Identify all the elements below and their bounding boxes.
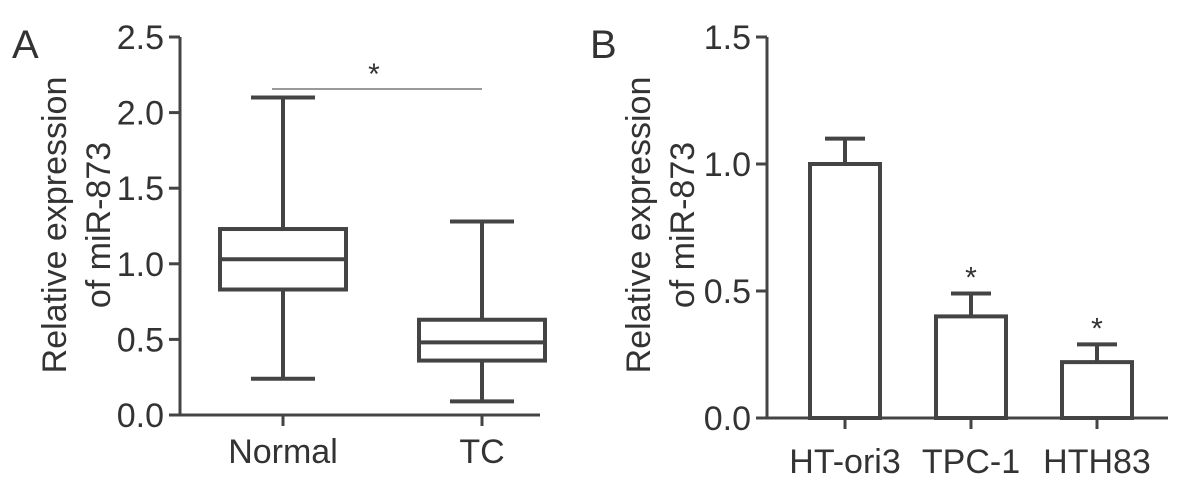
significance-star: *	[368, 58, 380, 91]
panel-b-letter: B	[590, 23, 617, 67]
panel-a-y-tick-label: 1.0	[117, 246, 164, 284]
panel-b-y-tick-label: 1.0	[704, 146, 751, 184]
panel-a-x-tick-label: TC	[459, 433, 504, 471]
panel-a-letter: A	[12, 23, 39, 67]
panel-b-ylabel-line1: Relative expression	[620, 77, 658, 374]
bar	[808, 162, 882, 420]
panel-a-ylabel-line1: Relative expression	[36, 77, 74, 374]
panel-a-y-tick-label: 2.5	[117, 19, 164, 57]
panel-b-x-tick-label: HT-ori3	[789, 443, 900, 481]
panel-a-ylabel-line2: of miR-873	[80, 142, 118, 308]
panel-b-y-tick-label: 0.0	[704, 400, 751, 438]
bar	[1060, 360, 1134, 420]
panel-b-y-tick-label: 0.5	[704, 273, 751, 311]
panel-a-boxes: *	[218, 58, 547, 404]
panel-b-ylabel-line2: of miR-873	[664, 142, 702, 308]
panel-b-x-tick-label: TPC-1	[922, 443, 1020, 481]
panel-b-x-tick-label: HTH83	[1043, 443, 1151, 481]
panel-a-axes: 0.0 0.5 1.0 1.5 2.0 2.5 Normal TC	[117, 19, 540, 471]
panel-a-y-tick-label: 0.5	[117, 321, 164, 359]
panel-a-y-tick-label: 0.0	[117, 397, 164, 435]
bar	[934, 314, 1008, 420]
panel-b: B Relative expression of miR-873 0.0 0.5 1…	[590, 19, 1168, 481]
bar-significance-star: *	[1091, 312, 1103, 345]
panel-a-x-tick-label: Normal	[228, 433, 338, 471]
panel-a-y-tick-label: 1.5	[117, 170, 164, 208]
box	[417, 317, 547, 363]
panel-b-y-tick-label: 1.5	[704, 19, 751, 57]
bar-significance-star: *	[965, 262, 977, 295]
panel-a-y-tick-label: 2.0	[117, 95, 164, 133]
panel-a: A Relative expression of miR-873 0.0 0.5 1…	[12, 19, 547, 471]
panel-b-bars: **	[808, 136, 1134, 420]
